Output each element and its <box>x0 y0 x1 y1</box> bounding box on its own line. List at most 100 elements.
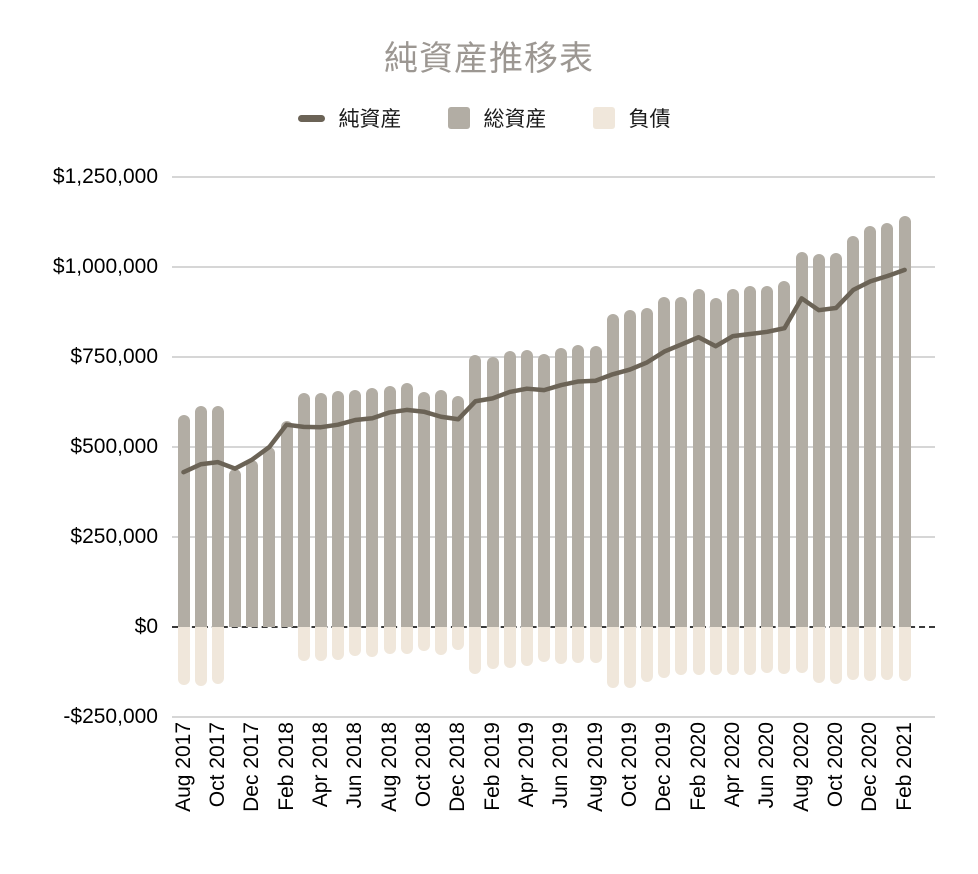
liability-bar <box>520 627 533 666</box>
total-assets-bar <box>486 356 499 627</box>
gridline <box>172 536 935 538</box>
y-axis-tick-label: $250,000 <box>70 525 158 548</box>
gridline <box>172 716 935 718</box>
total-assets-bar <box>898 215 911 627</box>
x-axis-tick-label: Jun 2020 <box>755 722 779 809</box>
net-assets-line-swatch-icon <box>297 114 325 122</box>
chart-legend: 純資産 総資産 負債 <box>0 103 968 133</box>
liability-bar <box>417 627 430 652</box>
liability-bar <box>641 627 654 683</box>
x-axis-tick-label: Aug 2019 <box>583 722 607 812</box>
liability-bar <box>589 627 602 663</box>
liability-bar <box>606 627 619 688</box>
liability-bar <box>435 627 448 655</box>
x-axis-tick-label: Dec 2019 <box>652 722 676 812</box>
total-assets-bar <box>366 387 379 627</box>
x-axis-tick-label: Apr 2018 <box>308 722 332 808</box>
total-assets-bar <box>726 288 739 627</box>
liability-bar <box>194 627 207 686</box>
total-assets-bar <box>400 383 413 627</box>
legend-item-net-assets: 純資産 <box>297 103 402 133</box>
liability-bar <box>469 627 482 674</box>
liability-bar <box>812 627 825 683</box>
liabilities-bar-swatch-icon <box>592 107 615 129</box>
liability-bar <box>744 627 757 675</box>
liability-bar <box>829 627 842 684</box>
x-axis-tick-label: Oct 2019 <box>617 722 641 808</box>
total-assets-bar <box>623 309 636 627</box>
x-axis-tick-label: Apr 2020 <box>720 722 744 808</box>
total-assets-bar <box>538 354 551 627</box>
legend-label: 負債 <box>628 108 671 131</box>
total-assets-bar <box>229 468 241 627</box>
total-assets-bar <box>383 385 396 627</box>
x-axis-tick-label: Oct 2018 <box>411 722 435 808</box>
total-assets-bar <box>211 405 224 627</box>
liability-bar <box>898 627 911 682</box>
liability-bar <box>297 627 310 662</box>
total-assets-bar <box>658 297 671 627</box>
total-assets-bar <box>589 345 602 627</box>
liability-bar <box>538 627 551 662</box>
x-axis-tick-label: Aug 2018 <box>377 722 401 812</box>
liability-bar <box>709 627 722 675</box>
total-assets-bar <box>709 298 722 627</box>
total-assets-bar <box>606 314 619 627</box>
liability-bar <box>847 627 860 681</box>
gridline <box>172 266 935 268</box>
liability-bar <box>177 627 190 685</box>
x-axis-tick-label: Feb 2021 <box>892 722 916 811</box>
x-axis-tick-label: Apr 2019 <box>514 722 538 808</box>
y-axis-tick-label: $0 <box>134 615 158 638</box>
legend-label: 総資産 <box>483 108 547 131</box>
x-axis-tick-label: Feb 2019 <box>480 722 504 811</box>
total-assets-bar <box>847 236 860 627</box>
liability-bar <box>400 627 413 654</box>
liability-bar <box>623 627 636 688</box>
liability-bar <box>383 627 396 654</box>
x-axis-tick-label: Aug 2017 <box>171 722 195 812</box>
total-assets-bar <box>641 307 654 627</box>
liability-bar <box>366 627 379 657</box>
total-assets-bar <box>280 421 293 627</box>
total-assets-bar <box>452 395 465 627</box>
x-axis-tick-label: Dec 2018 <box>446 722 470 812</box>
x-axis-tick-label: Dec 2017 <box>240 722 264 812</box>
liability-bar <box>658 627 671 679</box>
liability-bar <box>452 627 465 651</box>
total-assets-bar <box>417 391 430 627</box>
liability-bar <box>503 627 516 669</box>
liability-bar <box>881 627 894 681</box>
liability-bar <box>864 627 877 682</box>
liability-bar <box>211 627 224 684</box>
x-axis-tick-label: Oct 2017 <box>205 722 229 808</box>
total-assets-bar <box>778 281 791 627</box>
x-axis-tick-label: Jun 2018 <box>343 722 367 809</box>
total-assets-bar <box>314 393 327 627</box>
liability-bar <box>314 627 327 662</box>
y-axis-tick-label: -$250,000 <box>63 705 158 728</box>
liability-bar <box>726 627 739 675</box>
total-assets-bar <box>177 414 190 627</box>
total-assets-bar <box>572 345 585 627</box>
x-axis-tick-label: Aug 2020 <box>789 722 813 812</box>
x-axis-tick-label: Oct 2020 <box>823 722 847 808</box>
x-axis-tick-label: Jun 2019 <box>549 722 573 809</box>
legend-item-liabilities: 負債 <box>592 103 671 133</box>
total-assets-bar <box>744 286 757 627</box>
total-assets-bar <box>812 254 825 627</box>
liability-bar <box>778 627 791 674</box>
liability-bar <box>572 627 585 663</box>
liability-bar <box>692 627 705 675</box>
liability-bar <box>332 627 345 660</box>
y-axis-tick-label: $1,250,000 <box>52 165 158 188</box>
zero-axis-line <box>172 625 935 628</box>
total-assets-bar <box>503 350 516 627</box>
liability-bar <box>675 627 688 675</box>
liability-bar <box>349 627 362 657</box>
x-axis-tick-label: Dec 2020 <box>858 722 882 812</box>
total-assets-bar <box>761 286 774 627</box>
legend-item-total-assets: 総資産 <box>447 103 547 133</box>
liability-bar <box>761 627 774 673</box>
